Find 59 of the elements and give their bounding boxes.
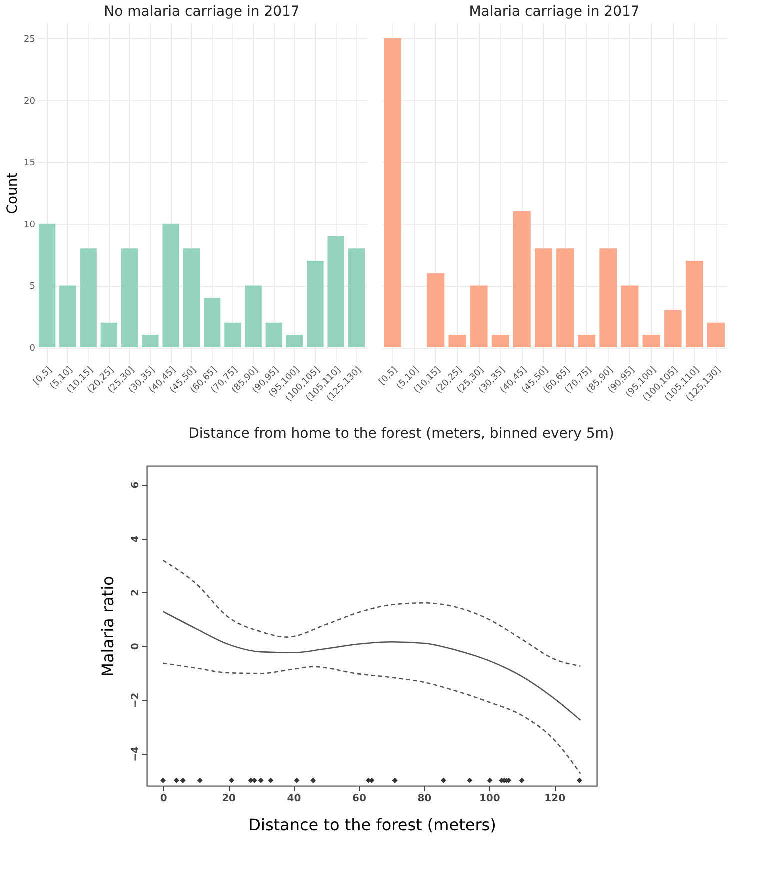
y-tick-label: −4 bbox=[130, 746, 142, 762]
x-tick-label: 20 bbox=[222, 794, 236, 804]
y-tick-label: 4 bbox=[130, 536, 142, 543]
y-tick-label: 20 bbox=[24, 96, 36, 107]
y-tick-label: 2 bbox=[130, 589, 142, 596]
y-tick-label: −2 bbox=[130, 692, 142, 708]
bar bbox=[328, 236, 344, 348]
y-tick-label: 0 bbox=[30, 344, 36, 354]
y-tick-label: 0 bbox=[130, 643, 142, 650]
x-tick-label: 100 bbox=[479, 794, 500, 804]
chart-title: No malaria carriage in 2017 bbox=[104, 4, 300, 20]
y-tick-label: 5 bbox=[30, 282, 36, 292]
line-series bbox=[162, 560, 582, 667]
chart-title: Malaria carriage in 2017 bbox=[469, 4, 640, 20]
bar bbox=[121, 248, 138, 348]
bar bbox=[60, 286, 76, 348]
bar bbox=[348, 248, 366, 348]
bar bbox=[204, 298, 221, 348]
x-tick-label: 0 bbox=[160, 794, 168, 804]
bar bbox=[100, 322, 118, 348]
bar bbox=[600, 248, 618, 348]
bar bbox=[492, 335, 510, 348]
bar bbox=[556, 248, 574, 348]
x-tick-label: 40 bbox=[287, 794, 302, 804]
x-axis-title: Distance from home to the forest (meters, binned every 5m) bbox=[188, 426, 616, 442]
y-tick-label: 15 bbox=[24, 158, 36, 169]
y-axis-title: Count bbox=[5, 172, 22, 214]
x-tick-label: 120 bbox=[544, 794, 566, 804]
bar bbox=[686, 261, 704, 348]
bar bbox=[80, 248, 97, 348]
x-tick-label: 60 bbox=[352, 794, 366, 804]
bar bbox=[245, 286, 262, 348]
y-tick-label: 10 bbox=[24, 220, 36, 230]
bar bbox=[664, 310, 682, 348]
y-tick-label: 25 bbox=[24, 34, 36, 45]
x-tick-label: 80 bbox=[418, 794, 432, 804]
bar bbox=[578, 335, 596, 348]
bar bbox=[162, 224, 180, 348]
bar bbox=[38, 224, 56, 348]
y-tick-label: 6 bbox=[130, 482, 142, 489]
bar bbox=[427, 273, 445, 348]
bar bbox=[384, 38, 402, 348]
x-axis-title: Distance to the forest (meters) bbox=[248, 816, 496, 834]
bar bbox=[266, 322, 283, 348]
line-series bbox=[162, 662, 582, 775]
bar bbox=[224, 322, 242, 348]
bar bbox=[183, 248, 200, 348]
bar bbox=[707, 322, 725, 348]
bar bbox=[286, 335, 304, 348]
line-series bbox=[162, 611, 582, 722]
bar bbox=[642, 335, 660, 348]
bar bbox=[513, 212, 531, 348]
bar bbox=[448, 335, 466, 348]
bar bbox=[307, 261, 324, 348]
bar bbox=[621, 286, 639, 348]
bar bbox=[534, 248, 552, 348]
y-axis-title: Malaria ratio bbox=[98, 576, 118, 677]
bar bbox=[470, 286, 488, 348]
bar bbox=[142, 335, 159, 348]
